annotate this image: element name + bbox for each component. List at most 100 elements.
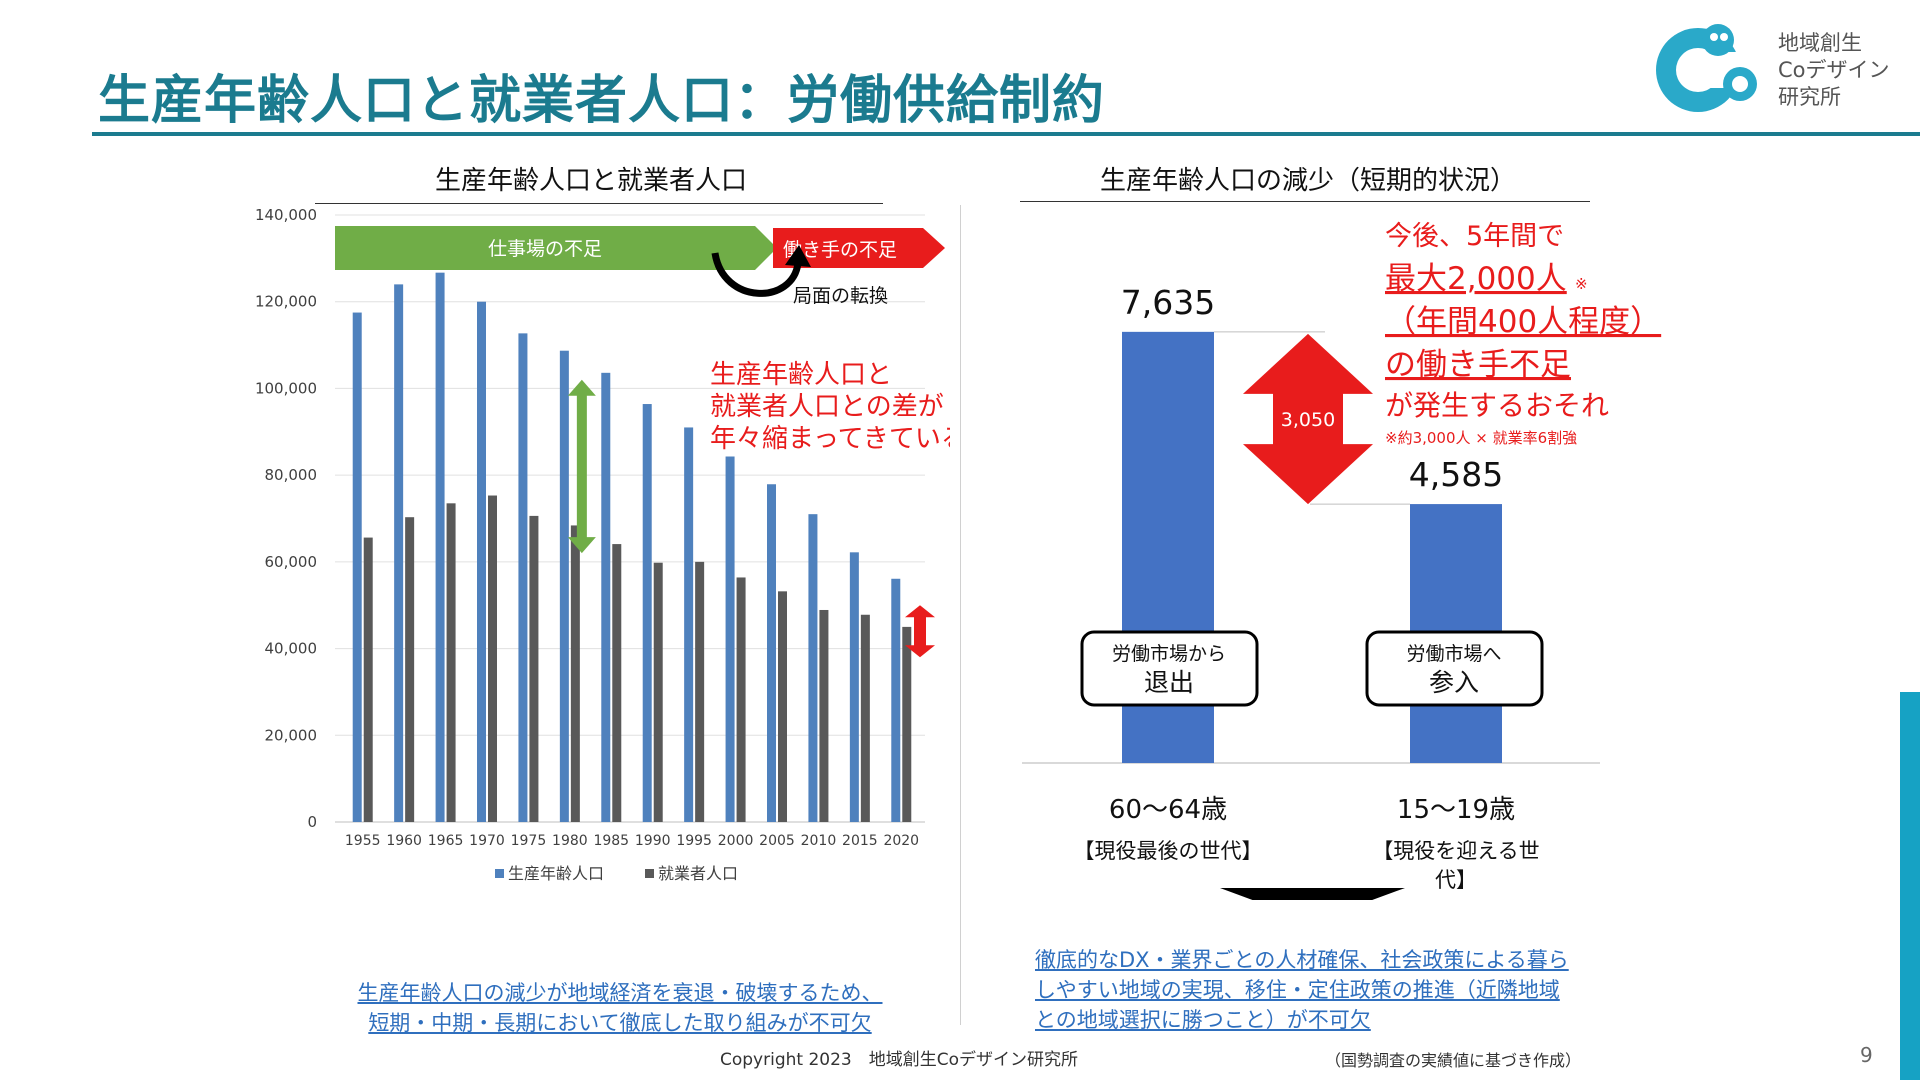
working-age-bar	[601, 372, 611, 822]
legend-label: 就業者人口	[658, 864, 738, 883]
x-tick-label: 1955	[345, 833, 381, 849]
working-age-bar	[891, 578, 901, 822]
x-tick-label: 1975	[511, 833, 547, 849]
page-number: 9	[1860, 1043, 1873, 1067]
red-arrow-label: 働き手の不足	[783, 239, 897, 261]
page-title: 生産年齢人口と就業者人口：労働供給制約	[98, 71, 1106, 131]
x-tick-label: 1960	[386, 833, 422, 849]
category-sublabel: 【現役最後の世代】	[1074, 839, 1263, 863]
headline-mark: ※	[1575, 275, 1588, 293]
green-arrow-banner	[335, 226, 777, 270]
headline-footnote: ※約3,000人 × 就業率6割強	[1385, 429, 1577, 447]
y-tick-label: 20,000	[265, 726, 318, 744]
left-bottom-note: 生産年齢人口の減少が地域経済を衰退・破壊するため、 短期・中期・長期において徹底…	[300, 978, 940, 1038]
x-tick-label: 2000	[718, 833, 754, 849]
legend-label: 生産年齢人口	[508, 864, 604, 883]
headline-line: 最大2,000人	[1385, 261, 1567, 297]
logo-text-line: Coデザイン	[1778, 58, 1890, 82]
legend-swatch	[495, 869, 504, 878]
status-box-line1: 労働市場から	[1112, 643, 1226, 665]
turn-arrow-curve	[711, 252, 802, 297]
side-accent-bar	[1900, 692, 1920, 1080]
status-box-line2: 退出	[1144, 668, 1194, 697]
gap-annotation-line: 年々縮まってきている	[710, 424, 950, 454]
category-sublabel: 【現役を迎える世	[1372, 839, 1539, 863]
working-age-bar	[849, 552, 859, 822]
right-bottom-note-line2: しやすい地域の実現、移住・定住政策の推進（近隣地域	[1035, 978, 1560, 1002]
logo-text: 地域創生 Coデザイン 研究所	[1778, 30, 1890, 111]
turn-arrow-head	[785, 245, 811, 267]
gap-annotation-line: 生産年齢人口と	[710, 360, 892, 390]
x-tick-label: 1980	[552, 833, 588, 849]
headline-line: の働き手不足	[1385, 347, 1571, 383]
employed-bar	[529, 515, 539, 822]
population-bar-chart: 0 20,000 40,000 60,000 80,000 100,000 120,000 1…	[255, 206, 950, 883]
x-tick-label: 1985	[593, 833, 629, 849]
left-panel-title-rule	[315, 203, 883, 204]
x-tick-label: 1965	[428, 833, 464, 849]
employed-bar	[612, 544, 622, 822]
status-box	[1080, 630, 1259, 707]
turn-label: 局面の転換	[793, 285, 888, 307]
headline-line: 今後、5年間で	[1385, 221, 1564, 252]
status-box	[1365, 630, 1544, 707]
category-sublabel: 代】	[1435, 868, 1477, 892]
right-bottom-note-line1: 徹底的なDX・業界ごとの人材確保、社会政策による暮ら	[1035, 948, 1569, 972]
title-underline	[92, 132, 1920, 136]
down-arrow	[1220, 888, 1405, 900]
source-note: （国勢調査の実績値に基づき作成）	[1325, 1051, 1582, 1070]
employed-bar	[488, 495, 497, 822]
status-box-line1: 労働市場へ	[1406, 643, 1501, 665]
x-tick-label: 1990	[635, 833, 671, 849]
employed-bar	[363, 537, 373, 822]
bar-value-label: 4,585	[1409, 455, 1503, 494]
y-tick-label: 80,000	[265, 466, 318, 484]
y-tick-label: 120,000	[255, 293, 317, 311]
employed-bar	[736, 577, 746, 822]
copyright: Copyright 2023 地域創生Coデザイン研究所	[720, 1050, 1079, 1070]
legend-swatch	[645, 869, 654, 878]
left-bottom-note-line2: 短期・中期・長期において徹底した取り組みが不可欠	[368, 1011, 872, 1035]
x-tick-label: 2015	[842, 833, 878, 849]
y-tick-label: 60,000	[265, 553, 318, 571]
logo	[1650, 18, 1765, 118]
working-age-bar	[559, 350, 569, 822]
bar-value-label: 7,635	[1121, 283, 1215, 322]
employed-bar	[819, 609, 829, 822]
working-age-bar	[767, 484, 776, 822]
working-age-bar	[352, 312, 362, 822]
working-age-bar	[435, 272, 445, 822]
right-panel-title-rule	[1020, 201, 1590, 202]
x-tick-label: 1970	[469, 833, 505, 849]
gap-green-double-arrow	[567, 379, 596, 554]
gap-annotation-line: 就業者人口との差が	[710, 392, 944, 422]
logo-text-line: 地域創生	[1778, 31, 1862, 55]
employed-bar	[902, 626, 912, 822]
employed-bar	[778, 591, 787, 822]
employed-bar	[405, 517, 415, 822]
left-bottom-note-line1: 生産年齢人口の減少が地域経済を衰退・破壊するため、	[357, 981, 883, 1005]
difference-label: 3,050	[1281, 409, 1335, 431]
status-box-line2: 参入	[1429, 668, 1479, 697]
red-arrow-banner	[773, 228, 945, 268]
headline-line: が発生するおそれ	[1385, 389, 1609, 422]
headline-line: （年間400人程度）	[1385, 304, 1661, 340]
y-tick-label: 100,000	[255, 379, 317, 397]
working-age-bar	[477, 301, 486, 822]
working-age-bar	[642, 404, 652, 822]
employed-bar	[570, 525, 580, 822]
category-label: 60〜64歳	[1109, 795, 1227, 825]
panel-divider	[960, 205, 961, 1025]
x-tick-label: 1995	[676, 833, 712, 849]
employed-bar	[653, 562, 663, 822]
green-arrow-label: 仕事場の不足	[488, 238, 602, 260]
working-age-bar	[394, 284, 404, 822]
working-age-bar	[684, 427, 694, 822]
left-panel-title: 生産年齢人口と就業者人口	[435, 166, 748, 196]
employed-bar	[695, 561, 705, 822]
gap-red-double-arrow	[905, 605, 935, 658]
right-bottom-note-line3: との地域選択に勝つこと）が不可欠	[1035, 1008, 1371, 1032]
y-tick-label: 140,000	[255, 206, 317, 224]
x-tick-label: 2020	[883, 833, 919, 849]
working-age-bar	[725, 456, 735, 822]
